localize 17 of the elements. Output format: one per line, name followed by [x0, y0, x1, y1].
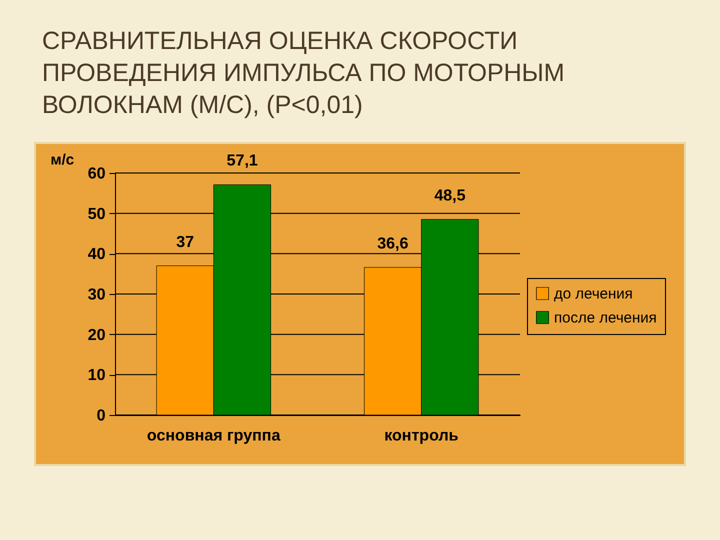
- y-tick-label: 60: [88, 166, 106, 182]
- data-label: 37: [176, 234, 194, 251]
- y-tick-label: 20: [88, 326, 106, 344]
- y-tick-label: 0: [96, 408, 106, 424]
- y-tick-label: 50: [88, 206, 106, 223]
- data-label: 48,5: [434, 187, 466, 204]
- y-axis-title: м/с: [50, 152, 74, 168]
- y-tick-label: 40: [88, 246, 106, 264]
- data-label: 36,6: [377, 235, 408, 252]
- y-tick-label: 10: [88, 367, 106, 384]
- chart-title: СРАВНИТЕЛЬНАЯ ОЦЕНКА СКОРОСТИ ПРОВЕДЕНИЯ ИМПУЛЬСА ПО МОТОРНЫМ ВОЛОКНАМ (М/С), (Р<0,01): [42, 27, 565, 119]
- x-tick-label: контроль: [384, 428, 459, 444]
- legend-label: до лечения: [554, 286, 633, 302]
- legend-label: после лечения: [554, 310, 657, 326]
- y-tick-label: 30: [88, 286, 106, 304]
- x-tick-label: основная группа: [146, 428, 280, 444]
- data-label: 57,1: [226, 152, 258, 170]
